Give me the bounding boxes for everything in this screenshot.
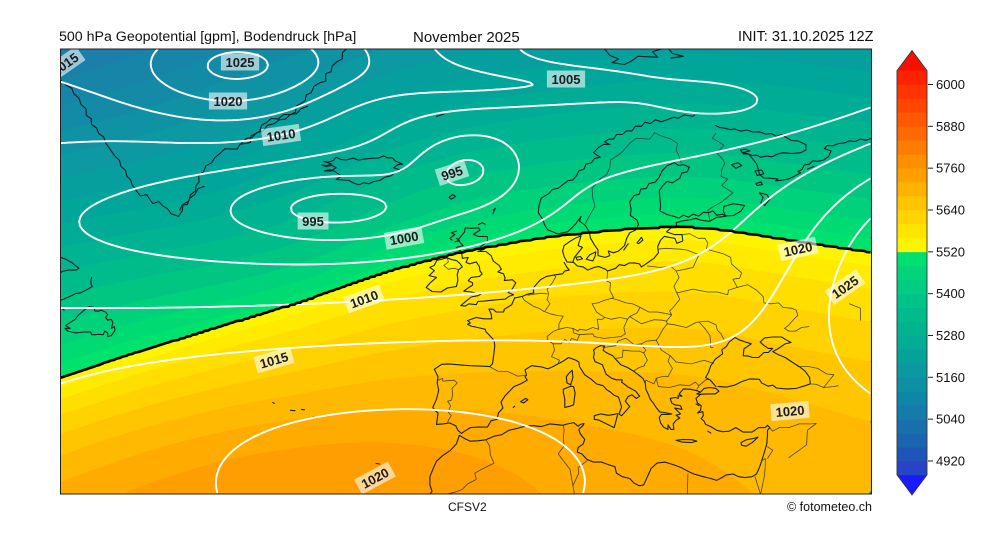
svg-text:5400: 5400 [936, 286, 965, 301]
svg-text:1010: 1010 [266, 126, 297, 145]
svg-text:5640: 5640 [936, 202, 965, 217]
svg-text:5040: 5040 [936, 412, 965, 427]
svg-text:1025: 1025 [226, 55, 255, 70]
svg-text:6000: 6000 [936, 77, 965, 92]
svg-text:1020: 1020 [782, 239, 813, 260]
svg-text:1000: 1000 [389, 228, 420, 248]
svg-text:1020: 1020 [775, 403, 805, 420]
svg-text:5280: 5280 [936, 328, 965, 343]
svg-text:5880: 5880 [936, 119, 965, 134]
svg-text:995: 995 [302, 214, 324, 229]
svg-text:5520: 5520 [936, 244, 965, 259]
svg-text:5760: 5760 [936, 161, 965, 176]
svg-text:1020: 1020 [214, 94, 243, 109]
svg-text:995: 995 [439, 163, 464, 184]
svg-text:1005: 1005 [552, 72, 581, 87]
svg-text:4920: 4920 [936, 453, 965, 468]
svg-text:5160: 5160 [936, 370, 965, 385]
